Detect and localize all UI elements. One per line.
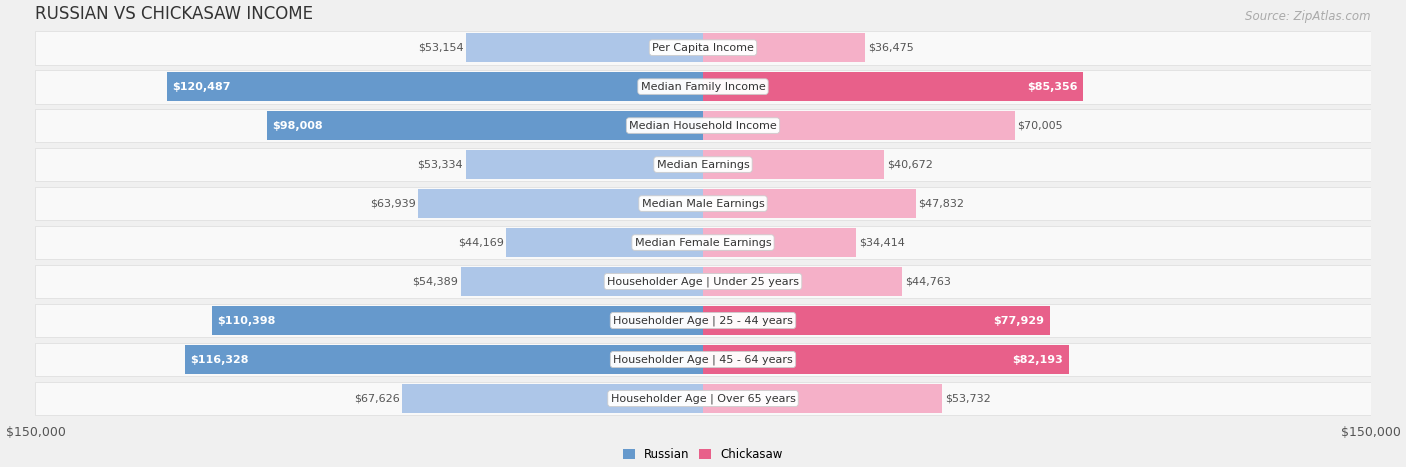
Legend: Russian, Chickasaw: Russian, Chickasaw — [619, 444, 787, 466]
Text: $67,626: $67,626 — [354, 394, 399, 403]
Text: RUSSIAN VS CHICKASAW INCOME: RUSSIAN VS CHICKASAW INCOME — [35, 5, 314, 23]
Text: Median Female Earnings: Median Female Earnings — [634, 238, 772, 248]
Text: $40,672: $40,672 — [887, 160, 932, 170]
FancyBboxPatch shape — [703, 72, 1083, 101]
FancyBboxPatch shape — [35, 31, 1371, 64]
FancyBboxPatch shape — [167, 72, 703, 101]
FancyBboxPatch shape — [703, 228, 856, 257]
FancyBboxPatch shape — [703, 345, 1069, 374]
Text: $34,414: $34,414 — [859, 238, 904, 248]
Text: $120,487: $120,487 — [172, 82, 231, 92]
FancyBboxPatch shape — [35, 304, 1371, 338]
Text: $77,929: $77,929 — [994, 316, 1045, 325]
FancyBboxPatch shape — [267, 111, 703, 140]
Text: $47,832: $47,832 — [918, 198, 965, 209]
Text: $85,356: $85,356 — [1026, 82, 1077, 92]
FancyBboxPatch shape — [703, 384, 942, 413]
Text: $82,193: $82,193 — [1012, 354, 1063, 365]
Text: Householder Age | 25 - 44 years: Householder Age | 25 - 44 years — [613, 315, 793, 326]
Text: $44,169: $44,169 — [458, 238, 503, 248]
Text: Median Family Income: Median Family Income — [641, 82, 765, 92]
Text: Median Male Earnings: Median Male Earnings — [641, 198, 765, 209]
FancyBboxPatch shape — [35, 226, 1371, 260]
FancyBboxPatch shape — [35, 70, 1371, 104]
Text: Median Household Income: Median Household Income — [628, 120, 778, 131]
FancyBboxPatch shape — [35, 343, 1371, 376]
FancyBboxPatch shape — [506, 228, 703, 257]
FancyBboxPatch shape — [35, 148, 1371, 182]
Text: Per Capita Income: Per Capita Income — [652, 42, 754, 53]
Text: $63,939: $63,939 — [370, 198, 416, 209]
Text: Householder Age | 45 - 64 years: Householder Age | 45 - 64 years — [613, 354, 793, 365]
FancyBboxPatch shape — [35, 109, 1371, 142]
Text: $53,154: $53,154 — [418, 42, 464, 53]
FancyBboxPatch shape — [35, 382, 1371, 416]
Text: $116,328: $116,328 — [191, 354, 249, 365]
FancyBboxPatch shape — [461, 267, 703, 296]
Text: Median Earnings: Median Earnings — [657, 160, 749, 170]
Text: $44,763: $44,763 — [905, 276, 950, 287]
Text: Source: ZipAtlas.com: Source: ZipAtlas.com — [1244, 10, 1371, 23]
FancyBboxPatch shape — [703, 267, 903, 296]
Text: $98,008: $98,008 — [273, 120, 323, 131]
Text: $53,732: $53,732 — [945, 394, 991, 403]
FancyBboxPatch shape — [465, 150, 703, 179]
Text: Householder Age | Over 65 years: Householder Age | Over 65 years — [610, 393, 796, 404]
FancyBboxPatch shape — [402, 384, 703, 413]
FancyBboxPatch shape — [703, 306, 1050, 335]
FancyBboxPatch shape — [35, 265, 1371, 298]
Text: $53,334: $53,334 — [418, 160, 463, 170]
Text: $70,005: $70,005 — [1017, 120, 1063, 131]
Text: $54,389: $54,389 — [412, 276, 458, 287]
FancyBboxPatch shape — [703, 33, 865, 62]
FancyBboxPatch shape — [703, 189, 915, 218]
FancyBboxPatch shape — [212, 306, 703, 335]
FancyBboxPatch shape — [467, 33, 703, 62]
FancyBboxPatch shape — [419, 189, 703, 218]
FancyBboxPatch shape — [703, 111, 1015, 140]
Text: $110,398: $110,398 — [217, 316, 276, 325]
Text: $36,475: $36,475 — [868, 42, 914, 53]
FancyBboxPatch shape — [186, 345, 703, 374]
Text: Householder Age | Under 25 years: Householder Age | Under 25 years — [607, 276, 799, 287]
FancyBboxPatch shape — [35, 187, 1371, 220]
FancyBboxPatch shape — [703, 150, 884, 179]
